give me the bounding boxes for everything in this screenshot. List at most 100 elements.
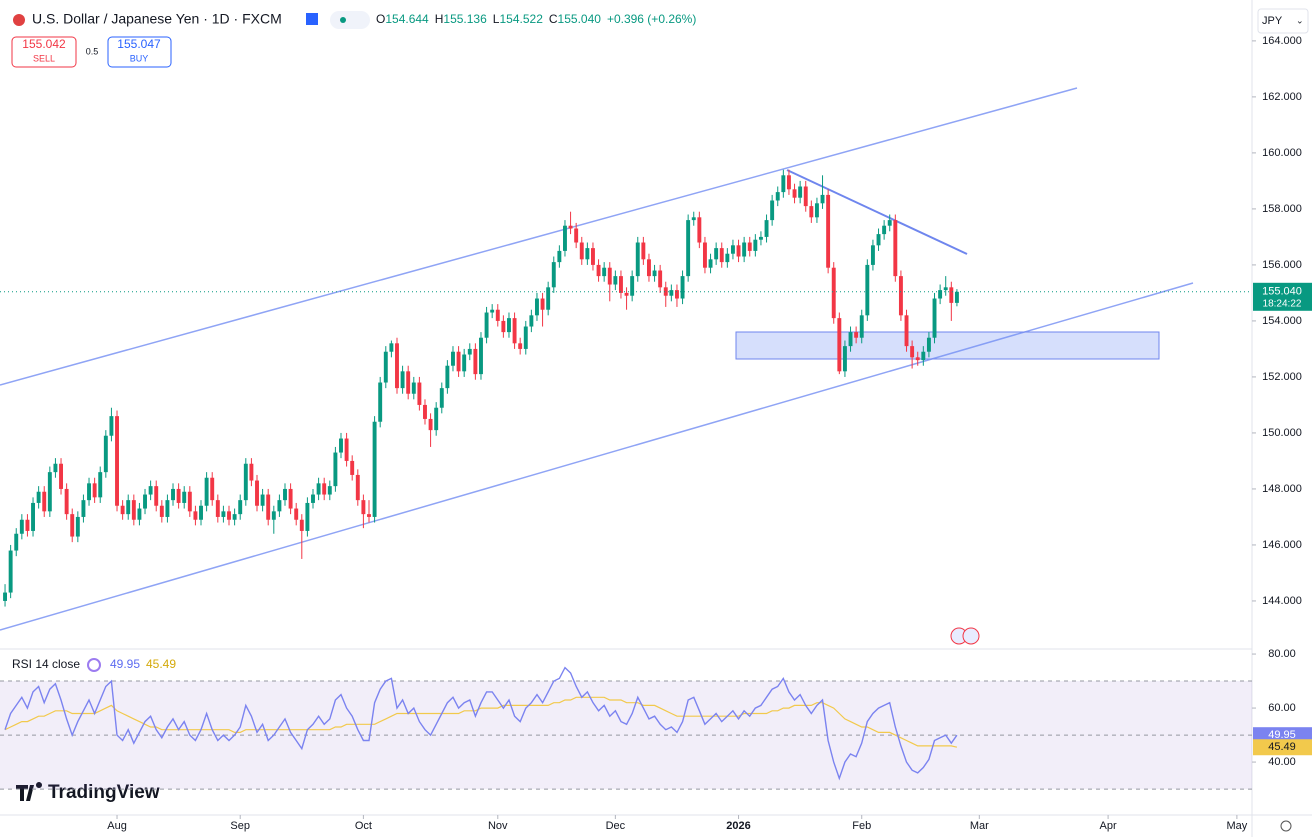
candle-body (921, 351, 926, 361)
buy-button[interactable] (107, 36, 172, 68)
candle-body (635, 242, 640, 277)
candle-body (568, 225, 573, 229)
x-tick-label: Aug (107, 820, 127, 832)
candle-body (428, 418, 433, 431)
ohlc-letter: H (435, 12, 444, 26)
candle-body (120, 505, 125, 515)
status-pill[interactable] (330, 11, 370, 29)
y-tick-label: 162.000 (1262, 91, 1302, 103)
candle-body (109, 416, 114, 436)
candle-body (266, 494, 271, 520)
candle-body (501, 320, 506, 333)
candle-body (131, 500, 136, 520)
ohlc-letter: L (493, 12, 500, 26)
candle-body (854, 332, 859, 338)
candle-body (507, 318, 511, 333)
candle-body (154, 486, 159, 506)
brand-logo (16, 782, 42, 801)
candle-body (596, 264, 601, 277)
candle-body (523, 326, 528, 349)
candle-body (591, 248, 595, 265)
candle-body (938, 290, 943, 299)
candle-body (467, 348, 472, 355)
candle-body (255, 480, 259, 506)
candle-body (680, 276, 685, 299)
candle-body (630, 276, 635, 296)
candle-body (607, 267, 612, 285)
x-tick-label: Dec (606, 820, 626, 832)
candle-body (775, 192, 780, 201)
candle-body (25, 519, 30, 531)
candle-body (64, 488, 69, 515)
candle-body (658, 270, 663, 288)
candle-body (652, 270, 657, 277)
ohlc-change: +0.396 (+0.26%) (607, 12, 696, 26)
candle-body (837, 318, 842, 372)
currency[interactable]: JPY (1262, 15, 1283, 27)
candle-body (730, 245, 735, 254)
candle-body (546, 287, 551, 310)
candle-body (47, 472, 52, 512)
candle-body (529, 315, 534, 327)
candle-body (311, 494, 315, 503)
rsi-icon[interactable] (87, 658, 101, 672)
candle-body (187, 491, 192, 512)
rsi-value: 49.95 (110, 657, 140, 671)
candle-body (383, 351, 388, 383)
currency-select[interactable] (1257, 8, 1309, 34)
candle-body (271, 511, 276, 520)
candle-body (210, 477, 215, 501)
candle-body (75, 516, 80, 537)
candle-body (14, 533, 19, 551)
event-flag[interactable] (962, 627, 980, 645)
candle-body (826, 194, 831, 268)
candle-body (98, 472, 103, 498)
candle-body (674, 290, 679, 299)
candle-body (691, 217, 696, 221)
candle-body (540, 298, 545, 310)
candle-body (31, 502, 35, 531)
symbol-title: U.S. Dollar / Japanese Yen · 1D · FXCM (32, 11, 282, 27)
buy-price[interactable]: 155.047 (117, 37, 161, 51)
candle-body (238, 500, 243, 515)
flag-icon[interactable] (306, 13, 318, 25)
y-tick-label: 40.00 (1268, 756, 1296, 768)
candle-body (36, 491, 41, 503)
trend-line (786, 169, 968, 255)
rsi-header: RSI 14 close 49.95 45.49 (12, 657, 176, 672)
candle-body (926, 337, 931, 352)
candle-body (484, 312, 489, 338)
candle-body (579, 242, 584, 260)
candle-body (624, 292, 629, 296)
candle-body (87, 483, 91, 501)
x-tick-label: 2026 (726, 820, 750, 832)
ohlc-value: 155.040 (558, 12, 602, 26)
candle-body (753, 239, 758, 251)
ohlc-letter: C (549, 12, 558, 26)
candle-body (400, 371, 405, 389)
candle-body (870, 245, 875, 265)
candle-body (859, 315, 864, 338)
buy-label[interactable]: BUY (130, 53, 149, 63)
sell-price[interactable]: 155.042 (22, 37, 66, 51)
candle-body (372, 421, 377, 517)
symbol-icon (13, 14, 25, 26)
candle-body (137, 508, 142, 520)
x-tick-label: Apr (1100, 820, 1117, 832)
candle-body (439, 388, 444, 408)
settings-icon[interactable] (1280, 820, 1292, 832)
candle-body (316, 483, 321, 495)
candle-body (8, 550, 13, 593)
sell-label[interactable]: SELL (33, 53, 55, 63)
candle-body (831, 267, 836, 319)
candle-body (406, 371, 411, 394)
candle-body (350, 460, 355, 475)
candle-body (92, 483, 97, 498)
candle-body (294, 508, 299, 520)
candle-body (339, 438, 343, 453)
sell-button[interactable] (11, 36, 77, 68)
y-tick-label: 80.00 (1268, 648, 1296, 660)
candle-body (456, 351, 461, 372)
candle-body (557, 250, 562, 263)
